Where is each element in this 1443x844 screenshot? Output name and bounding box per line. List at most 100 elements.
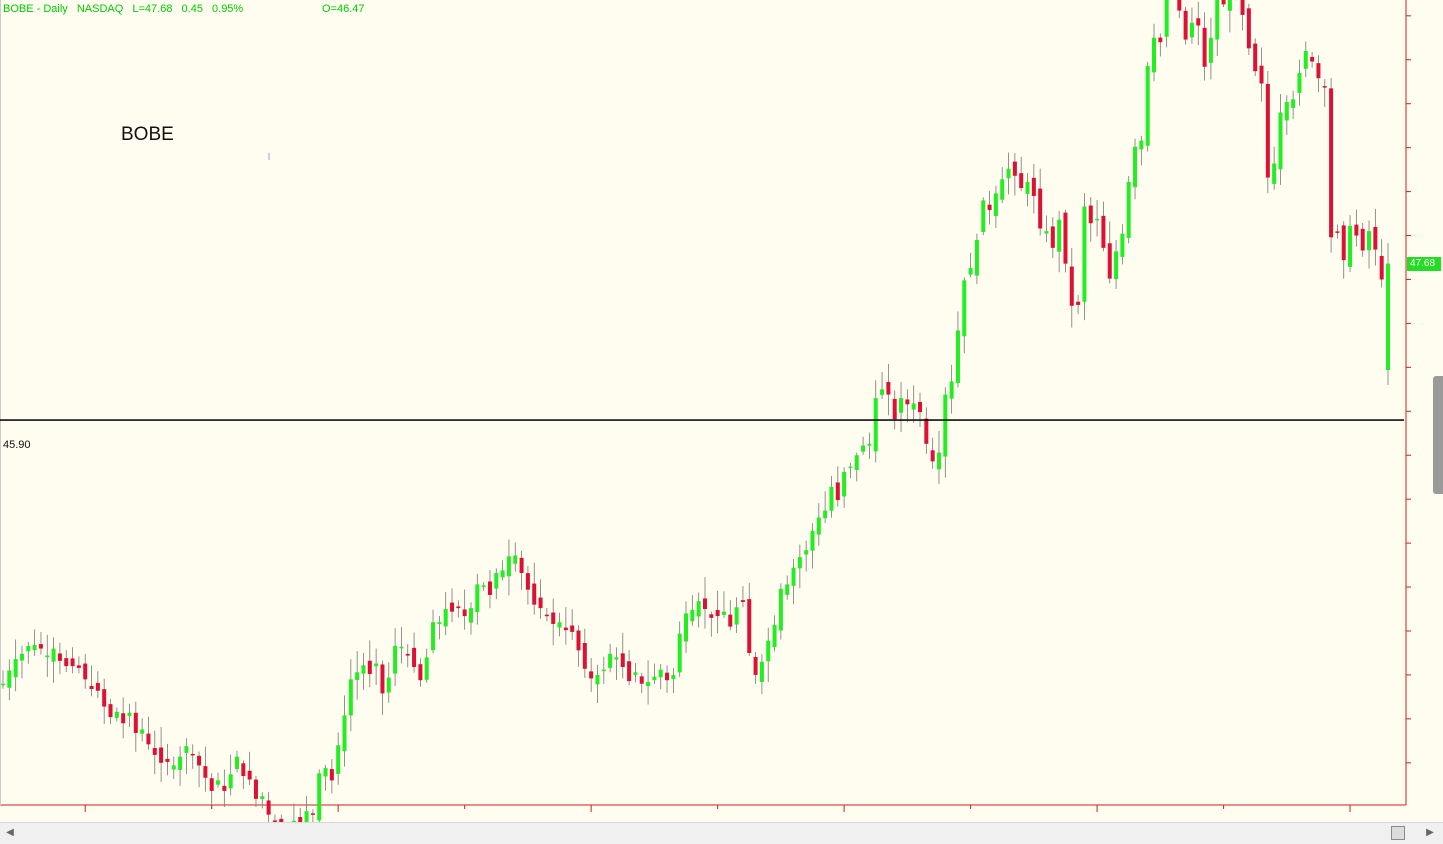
candle-body xyxy=(829,486,834,511)
candle-body xyxy=(791,567,796,586)
candle-body xyxy=(936,452,941,470)
candle-body xyxy=(57,653,62,661)
candle-body xyxy=(342,715,347,752)
candle-body xyxy=(26,645,31,652)
arrow-left-icon[interactable]: ◀ xyxy=(6,827,14,838)
candle-body xyxy=(974,239,979,276)
candle-body xyxy=(1303,50,1308,69)
change-pct-label: 0.95% xyxy=(212,3,244,15)
candle-body xyxy=(1272,163,1277,184)
candle-body xyxy=(1076,301,1081,305)
candle-body xyxy=(95,682,100,691)
candle-body xyxy=(13,659,18,678)
candle-body xyxy=(1107,243,1112,279)
scrollbar-thumb[interactable] xyxy=(1391,826,1405,840)
candle-body xyxy=(437,622,442,624)
candle-body xyxy=(1227,0,1232,11)
candle-body xyxy=(405,653,410,656)
candle-body xyxy=(481,585,486,588)
candle-body xyxy=(816,517,821,535)
candle-body xyxy=(367,660,372,675)
candle-body xyxy=(1297,72,1302,93)
candle-body xyxy=(1335,231,1340,233)
candle-body xyxy=(740,600,745,602)
candle-body xyxy=(608,653,613,668)
candle-body xyxy=(443,609,448,627)
candle-body xyxy=(108,704,113,718)
horizontal-line-label: 45.90 xyxy=(3,439,31,451)
candle-body xyxy=(253,779,258,799)
candle-body xyxy=(589,671,594,679)
candle-body xyxy=(1259,65,1264,84)
candle-body xyxy=(1341,225,1346,261)
candle-body xyxy=(1019,173,1024,189)
candle-body xyxy=(184,746,189,753)
candle-body xyxy=(570,625,575,632)
candlestick-series xyxy=(1,0,1390,844)
candle-body xyxy=(234,756,239,770)
exchange-label: NASDAQ xyxy=(76,3,124,15)
candle-body xyxy=(1253,43,1258,72)
candle-body xyxy=(943,394,948,457)
candle-body xyxy=(962,280,967,337)
candle-body xyxy=(1240,0,1245,15)
candle-body xyxy=(70,658,75,667)
candle-body xyxy=(1006,168,1011,179)
candle-body xyxy=(627,661,632,682)
candle-body xyxy=(310,813,315,815)
side-panel-tab[interactable] xyxy=(1433,376,1443,494)
open-price-label: O=46.47 xyxy=(322,3,365,15)
candle-body xyxy=(1088,205,1093,224)
candle-body xyxy=(317,773,322,821)
candle-body xyxy=(1329,88,1334,238)
candle-body xyxy=(260,796,265,800)
candle-body xyxy=(152,747,157,755)
candle-body xyxy=(203,766,208,778)
candle-body xyxy=(557,622,562,628)
candle-body xyxy=(228,774,233,789)
candle-body xyxy=(785,584,790,595)
candle-body xyxy=(1,683,5,686)
candle-body xyxy=(538,597,543,609)
candle-body xyxy=(519,557,524,573)
candle-body xyxy=(918,401,923,413)
last-price-label: L=47.68 xyxy=(132,3,173,15)
candle-body xyxy=(1284,101,1289,121)
horizontal-scrollbar[interactable]: ◀ ▶ xyxy=(0,822,1443,844)
candle-body xyxy=(721,611,726,615)
candle-body xyxy=(867,443,872,446)
candle-body xyxy=(114,711,119,718)
candle-body xyxy=(658,669,663,678)
candle-body xyxy=(7,670,12,688)
candle-body xyxy=(930,450,935,462)
arrow-right-icon[interactable]: ▶ xyxy=(1426,827,1434,838)
candle-body xyxy=(38,644,43,649)
candle-body xyxy=(728,614,733,627)
candle-body xyxy=(601,669,606,672)
candle-body xyxy=(329,769,334,781)
candle-body xyxy=(949,381,954,399)
candle-body xyxy=(165,758,170,762)
candle-body xyxy=(892,398,897,420)
candle-body xyxy=(1215,0,1220,40)
candle-body xyxy=(456,606,461,609)
candle-body xyxy=(64,658,69,667)
price-axis-ticks xyxy=(1406,15,1411,764)
candle-body xyxy=(880,389,885,395)
candle-body xyxy=(506,556,511,577)
candle-body xyxy=(1069,266,1074,306)
candle-body xyxy=(1000,179,1005,200)
candle-body xyxy=(1095,218,1100,221)
candle-body xyxy=(1246,8,1251,49)
candle-body xyxy=(544,614,549,617)
candle-body xyxy=(45,655,50,658)
candle-body xyxy=(1133,146,1138,188)
candle-body xyxy=(823,510,828,519)
candle-body xyxy=(1145,65,1150,146)
candle-body xyxy=(197,755,202,766)
candle-body xyxy=(582,643,587,669)
candle-body xyxy=(633,672,638,675)
candle-body xyxy=(981,200,986,233)
candle-body xyxy=(393,645,398,674)
